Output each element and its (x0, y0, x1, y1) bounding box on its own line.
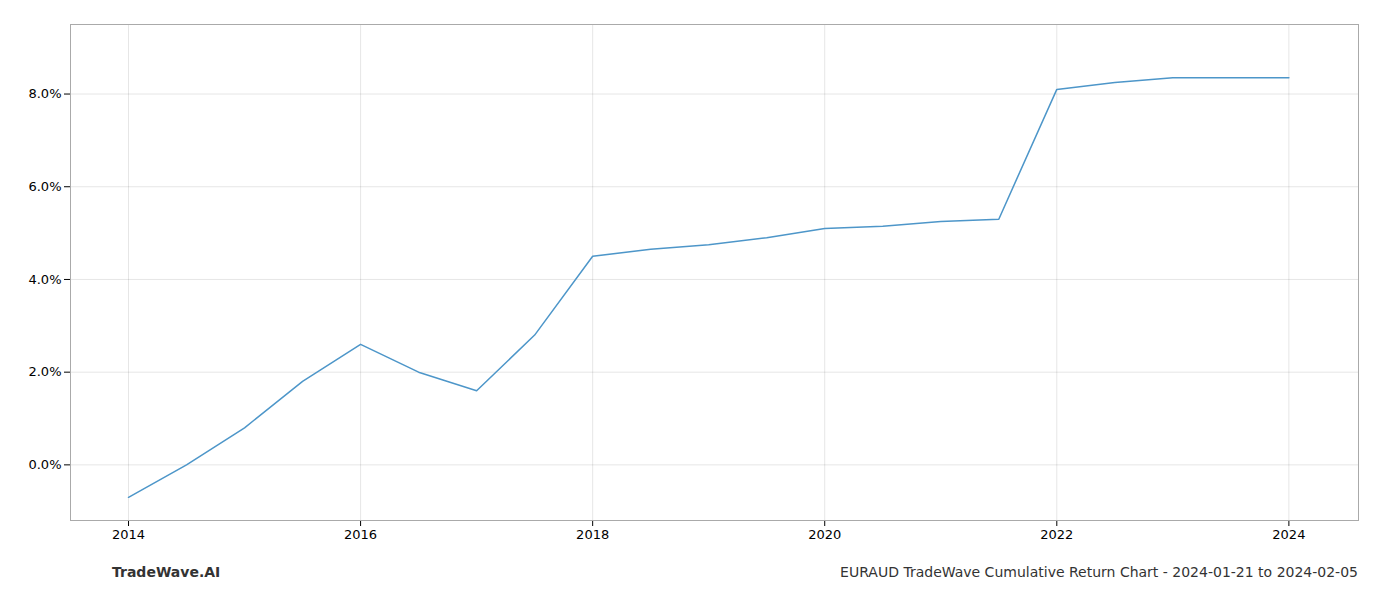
svg-text:6.0%: 6.0% (28, 179, 61, 194)
svg-text:2024: 2024 (1272, 527, 1305, 542)
svg-text:8.0%: 8.0% (28, 86, 61, 101)
svg-text:2022: 2022 (1040, 527, 1073, 542)
svg-text:2018: 2018 (576, 527, 609, 542)
svg-text:4.0%: 4.0% (28, 272, 61, 287)
html-text:EURAUD TradeWave Cumulative Re: EURAUD TradeWave Cumulative Return Chart… (840, 564, 1358, 580)
svg-text:2.0%: 2.0% (28, 364, 61, 379)
svg-text:0.0%: 0.0% (28, 457, 61, 472)
svg-text:2020: 2020 (808, 527, 841, 542)
html-text:TradeWave.AI: TradeWave.AI (112, 564, 221, 580)
svg-text:2016: 2016 (344, 527, 377, 542)
svg-text:2014: 2014 (112, 527, 145, 542)
